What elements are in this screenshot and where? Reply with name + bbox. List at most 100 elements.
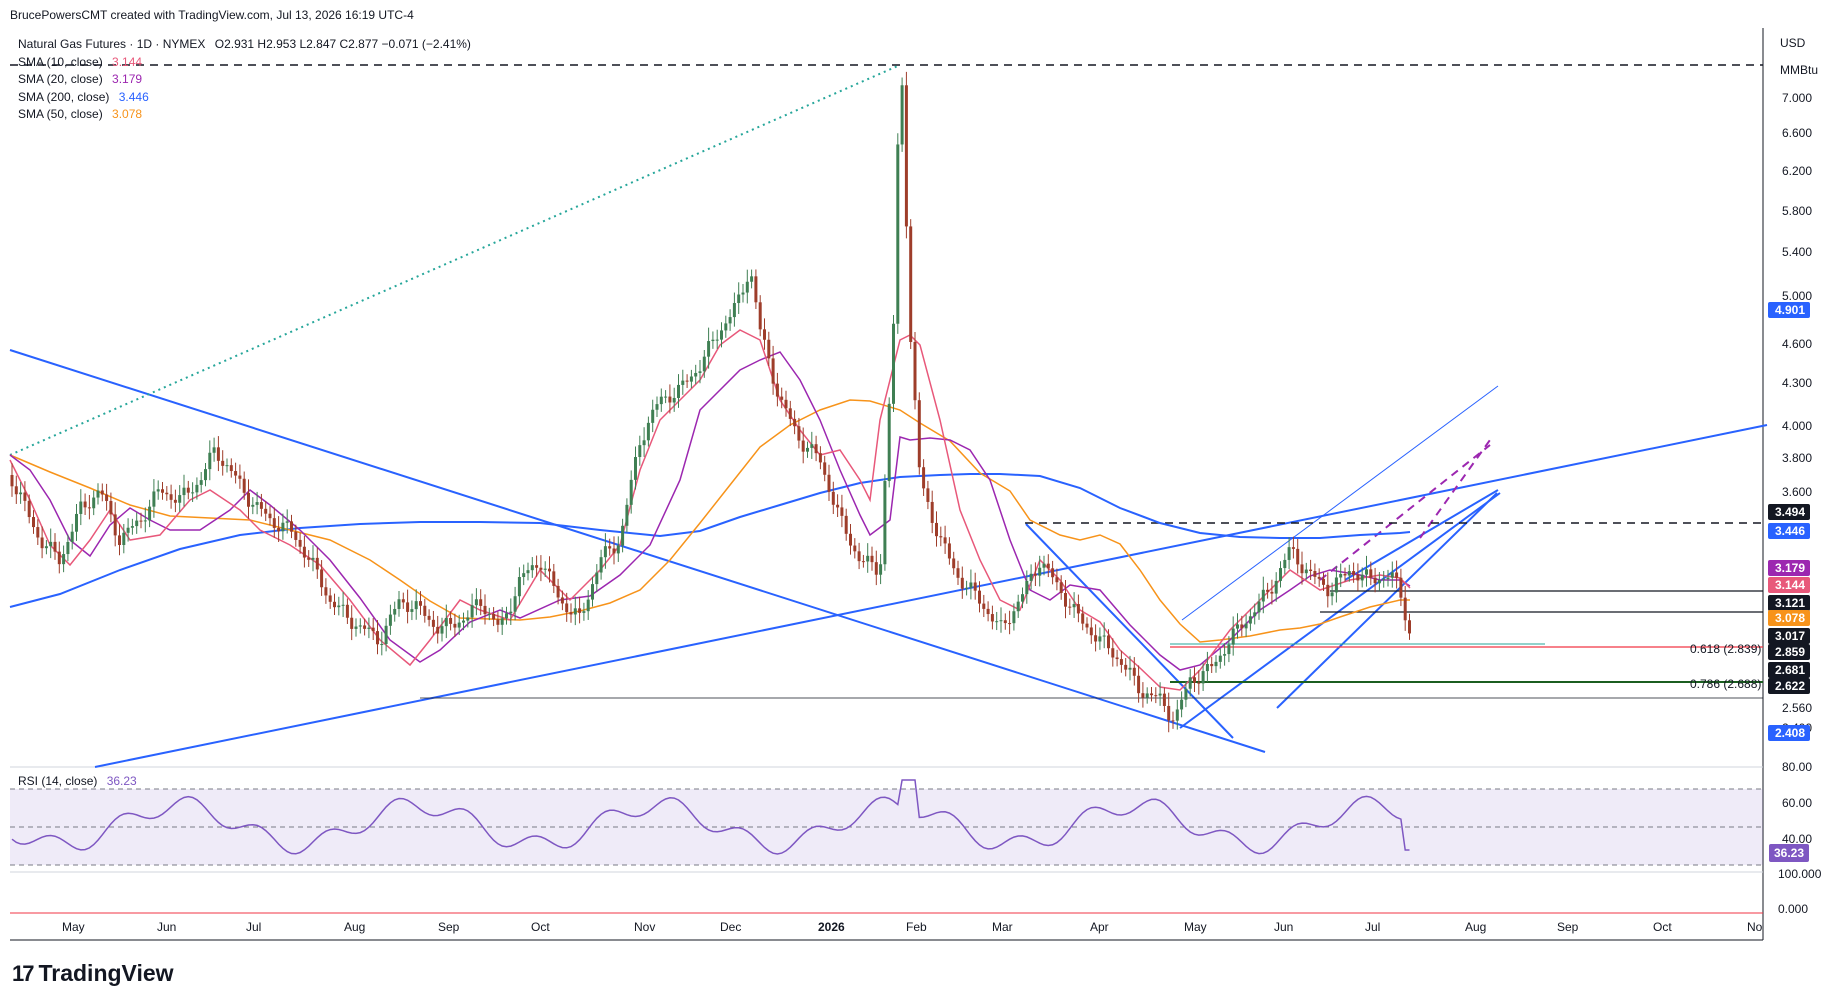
candle: [1076, 594, 1080, 623]
candle: [264, 501, 268, 522]
candle: [341, 591, 345, 618]
horizontal-levels[interactable]: [10, 64, 1763, 699]
candles[interactable]: [10, 71, 1412, 733]
instrument-name[interactable]: Natural Gas Futures · 1D · NYMEX: [18, 37, 206, 51]
sma-20-value: 3.179: [112, 72, 143, 86]
svg-text:2.408: 2.408: [1775, 726, 1805, 740]
candle: [1008, 610, 1012, 635]
candle: [444, 604, 448, 639]
candle: [1395, 560, 1399, 589]
rsi-legend[interactable]: RSI (14, close) 36.23: [18, 774, 137, 788]
candle: [1025, 570, 1029, 604]
channel-upper-line[interactable]: [1181, 385, 1499, 621]
ohlc-values: O2.931 H2.953 L2.847 C2.877 −0.071 (−2.4…: [214, 37, 471, 51]
candle: [612, 536, 616, 565]
candle: [827, 464, 831, 502]
candle: [1236, 613, 1239, 639]
chart-legend[interactable]: Natural Gas Futures · 1D · NYMEX O2.931 …: [18, 36, 471, 124]
sma-200-label: SMA (200, close): [18, 89, 110, 104]
candle: [969, 569, 973, 600]
candle: [1266, 582, 1270, 599]
candle: [393, 601, 397, 622]
channel-lower-line[interactable]: [1179, 492, 1501, 729]
candle: [1279, 561, 1282, 588]
candle: [1197, 670, 1201, 695]
currency-label: USD: [1780, 36, 1806, 50]
candle: [801, 427, 805, 464]
descending-trendline[interactable]: [9, 349, 1266, 753]
candle: [720, 322, 723, 348]
sma-200-row[interactable]: SMA (200, close) 3.446: [18, 89, 471, 107]
candle: [427, 609, 431, 627]
candle: [758, 295, 762, 337]
time-axis[interactable]: May Jun Jul Aug Sep Oct Nov Dec 2026 Feb Mar Apr May…: [62, 920, 1763, 934]
svg-text:3.121: 3.121: [1775, 596, 1805, 610]
candle: [96, 483, 100, 505]
svg-text:4.901: 4.901: [1775, 303, 1805, 317]
svg-text:3.017: 3.017: [1775, 629, 1805, 643]
candle: [999, 607, 1003, 633]
wedge-upper-line[interactable]: [1025, 523, 1234, 739]
rsi-line: [11, 779, 1410, 855]
price-axis[interactable]: 7.000 6.600 6.200 5.800 5.400 5.000 4.600 4.300…: [1782, 91, 1812, 735]
candle: [36, 519, 40, 546]
sma-10-value: 3.144: [112, 54, 143, 69]
sma-50-row[interactable]: SMA (50, close) 3.078: [18, 106, 471, 124]
candle: [659, 388, 663, 412]
candle: [1205, 651, 1209, 682]
dotted-cyan-line[interactable]: [9, 64, 901, 456]
candle: [1046, 554, 1050, 578]
candle: [904, 71, 908, 239]
svg-text:3.494: 3.494: [1775, 505, 1805, 519]
ascending-trendline[interactable]: [94, 424, 1768, 768]
candle: [423, 598, 427, 623]
svg-text:2.622: 2.622: [1775, 679, 1805, 693]
candle: [376, 620, 379, 655]
price-tick-label: 2.560: [1782, 701, 1812, 715]
candle: [1399, 568, 1403, 607]
time-tick-label: Sep: [438, 920, 460, 934]
candle: [1098, 627, 1102, 650]
sma-10-label: SMA (10, close): [18, 54, 103, 69]
candle: [810, 431, 814, 459]
candle: [1115, 649, 1119, 667]
candle: [818, 446, 822, 470]
tradingview-logo[interactable]: 17 TradingView: [12, 960, 174, 987]
svg-text:2.681: 2.681: [1775, 663, 1805, 677]
candle: [1068, 598, 1072, 615]
time-tick-label: Dec: [720, 920, 741, 934]
candle: [973, 572, 977, 600]
candle: [195, 477, 199, 500]
sma-20-row[interactable]: SMA (20, close) 3.179: [18, 71, 471, 89]
candle: [135, 512, 139, 534]
candle: [1214, 655, 1218, 673]
price-badge: 3.494: [1768, 504, 1810, 520]
candle: [526, 562, 530, 581]
candle: [995, 611, 999, 631]
candle: [982, 594, 986, 618]
price-tick-label: 3.600: [1782, 485, 1812, 499]
candle: [896, 133, 900, 334]
candle: [440, 617, 444, 642]
sma-10-row[interactable]: SMA (10, close) 3.144: [18, 54, 471, 72]
candle: [492, 607, 496, 627]
channel-lower-line-2[interactable]: [1276, 492, 1498, 709]
instrument-row[interactable]: Natural Gas Futures · 1D · NYMEX O2.931 …: [18, 36, 471, 54]
candle: [173, 489, 177, 513]
rsi-legend-value: 36.23: [106, 774, 137, 788]
sma-20-label: SMA (20, close): [18, 72, 103, 86]
time-tick-label: Sep: [1557, 920, 1579, 934]
price-badge: 2.681: [1768, 662, 1810, 678]
candle: [19, 481, 23, 504]
candle: [419, 591, 422, 615]
candle: [169, 484, 173, 509]
projection-line[interactable]: [1419, 439, 1491, 539]
trendlines[interactable]: [9, 64, 1768, 768]
candle: [930, 490, 934, 534]
candle: [462, 612, 465, 631]
time-tick-label: 2026: [818, 920, 845, 934]
projection-line-2[interactable]: [1319, 444, 1491, 581]
candle: [225, 458, 229, 473]
candle: [1102, 622, 1106, 649]
